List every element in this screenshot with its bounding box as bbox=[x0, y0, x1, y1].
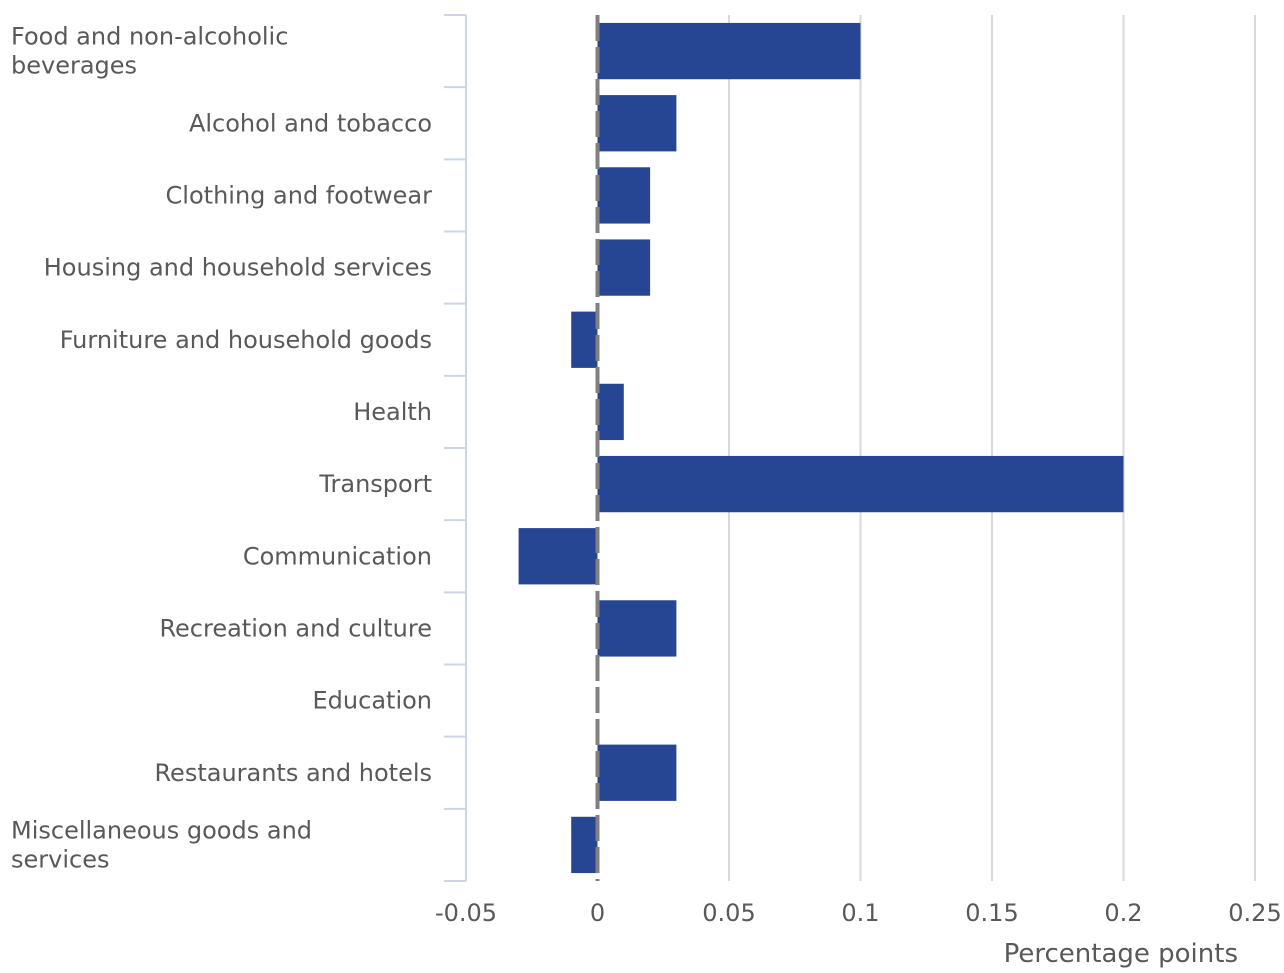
bar bbox=[597, 383, 624, 441]
category-label: Alcohol and tobacco bbox=[189, 109, 432, 137]
category-labels: Food and non-alcoholic beverages Alcohol a… bbox=[11, 23, 432, 874]
bar bbox=[597, 600, 677, 657]
category-label: Restaurants and hotels bbox=[154, 759, 432, 787]
category-label: Furniture and household goods bbox=[60, 326, 432, 354]
category-label: Transport bbox=[318, 470, 432, 498]
category-label: Health bbox=[353, 398, 432, 426]
x-tick-label: 0.1 bbox=[841, 899, 879, 927]
bar bbox=[571, 311, 598, 368]
bar bbox=[597, 455, 1124, 513]
bar bbox=[597, 239, 651, 296]
x-tick-label: 0.15 bbox=[965, 899, 1018, 927]
bar bbox=[597, 167, 651, 224]
gridlines bbox=[728, 15, 1256, 881]
category-axis bbox=[444, 14, 467, 882]
bar bbox=[518, 528, 598, 585]
bars bbox=[518, 22, 1124, 874]
x-tick-label: 0.2 bbox=[1104, 899, 1142, 927]
x-tick-label: 0.05 bbox=[702, 899, 755, 927]
x-tick-label: -0.05 bbox=[435, 899, 497, 927]
category-label: Recreation and culture bbox=[159, 614, 432, 642]
bar bbox=[597, 95, 677, 152]
x-tick-labels: -0.05 0 0.05 0.1 0.15 0.2 0.25 bbox=[435, 899, 1282, 927]
category-label: Miscellaneous goods and services bbox=[11, 816, 312, 873]
x-tick-label: 0 bbox=[590, 899, 605, 927]
x-tick-label: 0.25 bbox=[1228, 899, 1281, 927]
category-label: Food and non-alcoholic beverages bbox=[11, 23, 288, 80]
category-label: Housing and household services bbox=[44, 254, 432, 282]
category-label: Clothing and footwear bbox=[166, 181, 433, 209]
category-label: Education bbox=[313, 687, 432, 715]
bar bbox=[597, 744, 677, 801]
category-label: Communication bbox=[243, 542, 432, 570]
bar bbox=[571, 816, 598, 874]
x-axis-title: Percentage points bbox=[1004, 939, 1238, 968]
bar bbox=[597, 22, 861, 80]
